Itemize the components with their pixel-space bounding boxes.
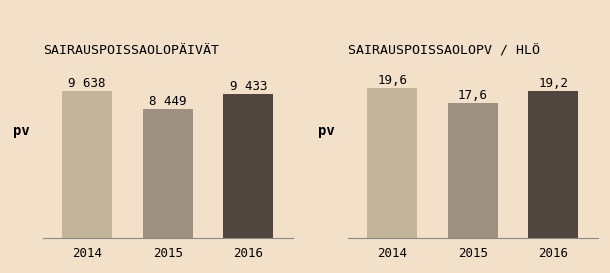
Bar bbox=[367, 88, 417, 238]
Text: SAIRAUSPOISSAOLOPÄIVÄT: SAIRAUSPOISSAOLOPÄIVÄT bbox=[43, 44, 219, 57]
Bar bbox=[143, 109, 193, 238]
Text: 19,6: 19,6 bbox=[377, 74, 407, 87]
Text: pv: pv bbox=[318, 124, 335, 138]
Bar bbox=[448, 103, 498, 238]
Bar bbox=[62, 91, 112, 238]
Text: pv: pv bbox=[13, 124, 30, 138]
Bar bbox=[528, 91, 578, 238]
Text: 9 433: 9 433 bbox=[230, 80, 267, 93]
Text: 8 449: 8 449 bbox=[149, 95, 187, 108]
Text: SAIRAUSPOISSAOLOPV / HLÖ: SAIRAUSPOISSAOLOPV / HLÖ bbox=[348, 44, 540, 57]
Text: 9 638: 9 638 bbox=[68, 77, 106, 90]
Text: 17,6: 17,6 bbox=[458, 89, 488, 102]
Text: 19,2: 19,2 bbox=[539, 77, 569, 90]
Bar bbox=[223, 94, 273, 238]
